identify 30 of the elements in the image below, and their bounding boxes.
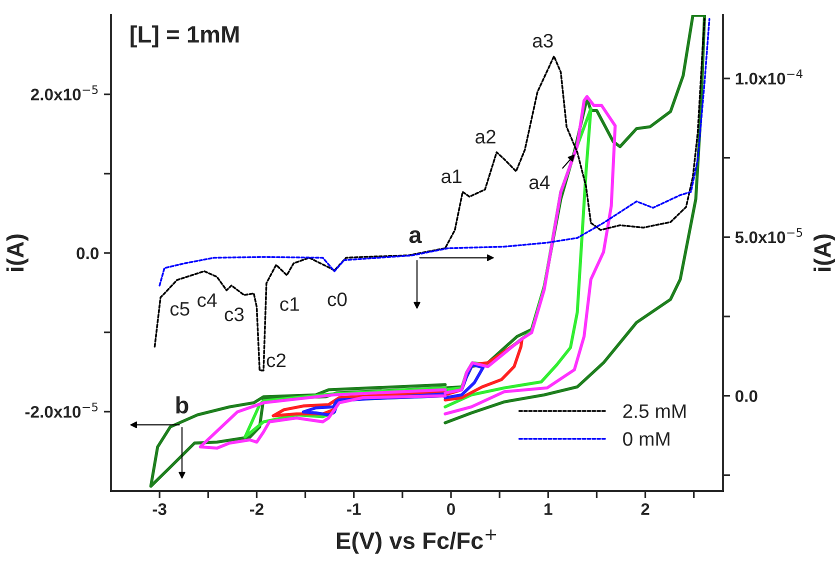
y-tick-label: 0.0 <box>76 247 99 260</box>
x-axis-title: E(V) vs Fc/Fc$^{+}$ <box>337 529 496 554</box>
line-series <box>158 18 710 286</box>
y-tick-label: -2.0x10$^{−5}$ <box>25 402 98 418</box>
x-tick-label: 2 <box>641 503 650 515</box>
x-tick-label: -2 <box>250 503 264 515</box>
x-tick-label: -3 <box>152 503 166 516</box>
annotation: c0 <box>328 292 347 306</box>
annotation: c5 <box>170 302 190 316</box>
y2-tick-label: 1.0x10$^{−4}$ <box>736 70 802 85</box>
annotation: c4 <box>198 293 217 308</box>
y-axis-title: i(A) <box>6 234 28 272</box>
annotation: c3 <box>224 308 244 322</box>
y2-tick-label: 5.0x10$^{−5}$ <box>735 228 802 244</box>
x-tick-label: 0 <box>447 503 455 516</box>
x-tick-label: 1 <box>544 503 552 515</box>
annotation: c2 <box>266 353 286 368</box>
y-tick-label: 2.0x10$^{−5}$ <box>30 85 98 100</box>
legend-label: 0 mM <box>623 432 670 446</box>
annotation: [L] = 1mM <box>130 25 239 48</box>
annotation: a3 <box>532 34 553 48</box>
legend-label: 2.5 mM <box>623 404 686 418</box>
annotation: c1 <box>280 297 299 311</box>
annotation: a2 <box>476 130 496 144</box>
y2-tick-label: 0.0 <box>735 390 758 402</box>
annotation: a <box>409 230 422 244</box>
x-tick-label: -1 <box>347 503 361 515</box>
annotation: a4 <box>529 176 550 190</box>
annotation: b <box>176 396 188 414</box>
annotation: a1 <box>442 170 462 184</box>
